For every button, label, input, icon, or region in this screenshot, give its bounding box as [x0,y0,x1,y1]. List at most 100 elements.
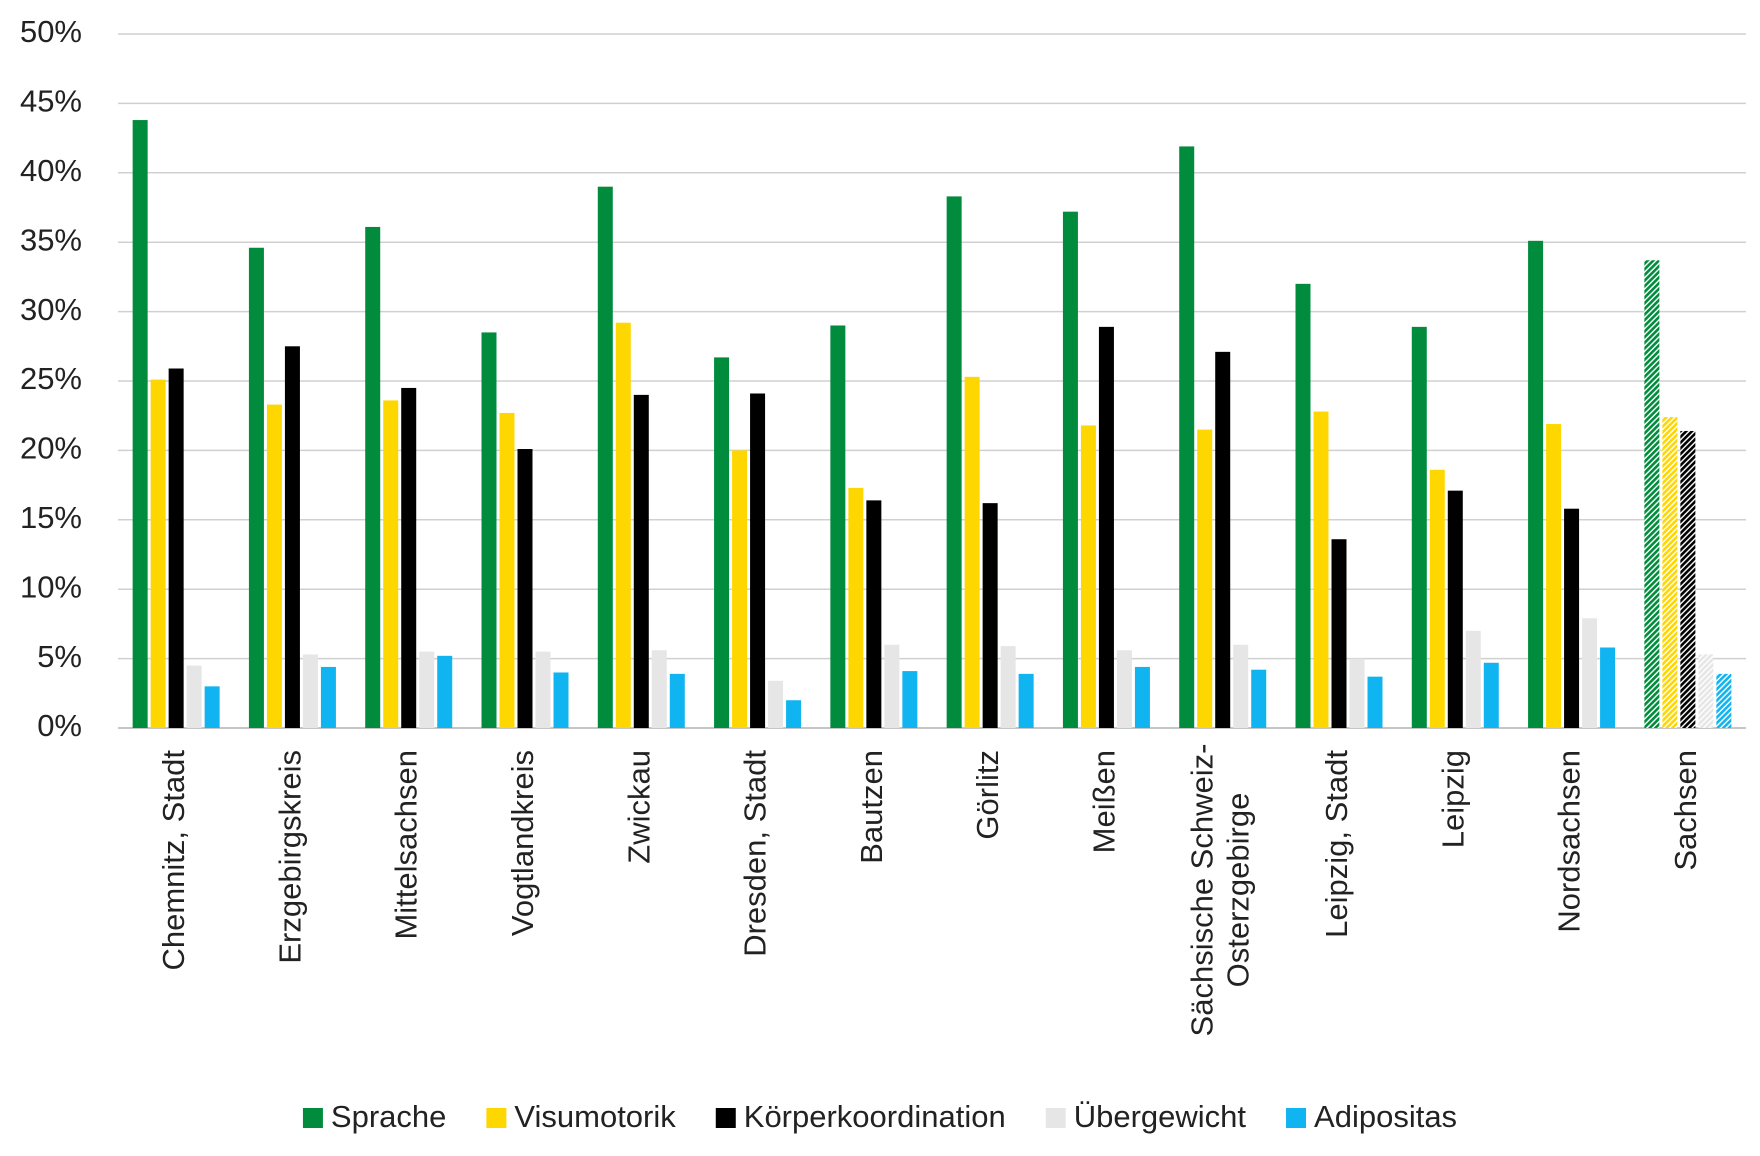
bar [1528,240,1544,728]
bar [481,332,497,728]
bar [633,394,649,728]
bar [1716,673,1732,728]
bar [830,325,846,728]
bar [750,393,766,728]
x-tick-label: Dresden, Stadt [738,750,773,957]
y-tick-label: 45% [20,84,82,119]
x-tick-label: Leipzig [1435,750,1470,848]
bar [1251,669,1267,728]
bar [1644,260,1660,728]
bar [1546,424,1562,728]
x-tick-label: Bautzen [854,750,889,864]
bar [168,368,184,728]
bar [248,247,264,728]
bar [714,357,730,728]
bar [1313,411,1329,728]
y-tick-label: 10% [20,569,82,604]
bar [517,449,533,728]
y-tick-label: 35% [20,222,82,257]
x-tick-label: Erzgebirgskreis [273,750,308,964]
y-tick-label: 25% [20,361,82,396]
bar [1465,630,1481,728]
bar [732,450,748,728]
bar [1215,351,1231,728]
bar [1062,211,1078,728]
bar [1564,508,1580,728]
bar [902,671,918,728]
bar [401,387,417,728]
bar [383,400,399,728]
bar [1680,430,1696,728]
legend-swatch [486,1108,507,1128]
y-tick-label: 0% [37,708,82,743]
bar [884,644,900,728]
bar [1600,647,1616,728]
x-tick-label: Mittelsachsen [389,750,424,940]
x-tick-label: Vogtlandkreis [505,750,540,936]
y-tick-label: 40% [20,153,82,188]
bar [597,186,613,728]
bar [499,412,515,728]
bar [1411,326,1427,728]
legend-label: Visumotorik [514,1099,676,1134]
x-tick-label: Nordsachsen [1552,750,1587,933]
bar [669,673,685,728]
bar [150,379,166,728]
y-tick-label: 50% [20,14,82,49]
bar [964,376,980,728]
bar [302,654,318,728]
bar [1098,326,1114,728]
bar [437,655,453,728]
x-tick-label: Leipzig, Stadt [1319,750,1354,938]
bar [1116,650,1132,728]
bar [1295,283,1311,728]
bar [365,226,381,728]
legend-swatch [1286,1108,1307,1128]
bar [1134,666,1150,728]
bar [1367,676,1383,728]
bar [866,500,882,728]
bar [132,120,148,728]
bar [848,487,864,728]
y-tick-label: 30% [20,292,82,327]
bar [982,503,998,728]
bar [615,322,631,728]
x-tick-label: Zwickau [621,750,656,864]
bar [284,346,300,728]
bar [266,404,282,728]
bar [186,665,202,728]
x-tick-label: Meißen [1087,750,1122,853]
legend-label: Körperkoordination [744,1099,1006,1134]
bar [768,680,784,728]
bar [1483,662,1499,728]
x-tick-label: Sächsische Schweiz-Osterzgebirge [1185,744,1256,1037]
x-tick-label: Chemnitz, Stadt [156,750,191,971]
x-tick-label: Görlitz [970,750,1005,840]
bar [419,651,435,728]
bar [1000,646,1016,728]
bar [535,651,551,728]
bar [1018,673,1034,728]
y-tick-label: 5% [37,639,82,674]
bar [1447,490,1463,728]
bar [1080,425,1096,728]
bar [1349,658,1365,728]
legend-label: Adipositas [1314,1099,1457,1134]
legend-label: Übergewicht [1074,1099,1247,1134]
bar [1197,429,1213,728]
y-tick-label: 15% [20,500,82,535]
x-tick-label: Sachsen [1668,750,1703,871]
legend-label: Sprache [331,1099,446,1134]
legend-swatch [1045,1108,1066,1128]
bar [1662,417,1678,728]
bar [1179,146,1195,729]
bar [1582,618,1598,728]
bar [1429,469,1445,728]
bar [786,700,802,728]
legend-swatch [302,1108,323,1128]
bar [553,672,569,728]
y-tick-label: 20% [20,431,82,466]
legend-swatch [715,1108,736,1128]
bar [1233,644,1249,728]
